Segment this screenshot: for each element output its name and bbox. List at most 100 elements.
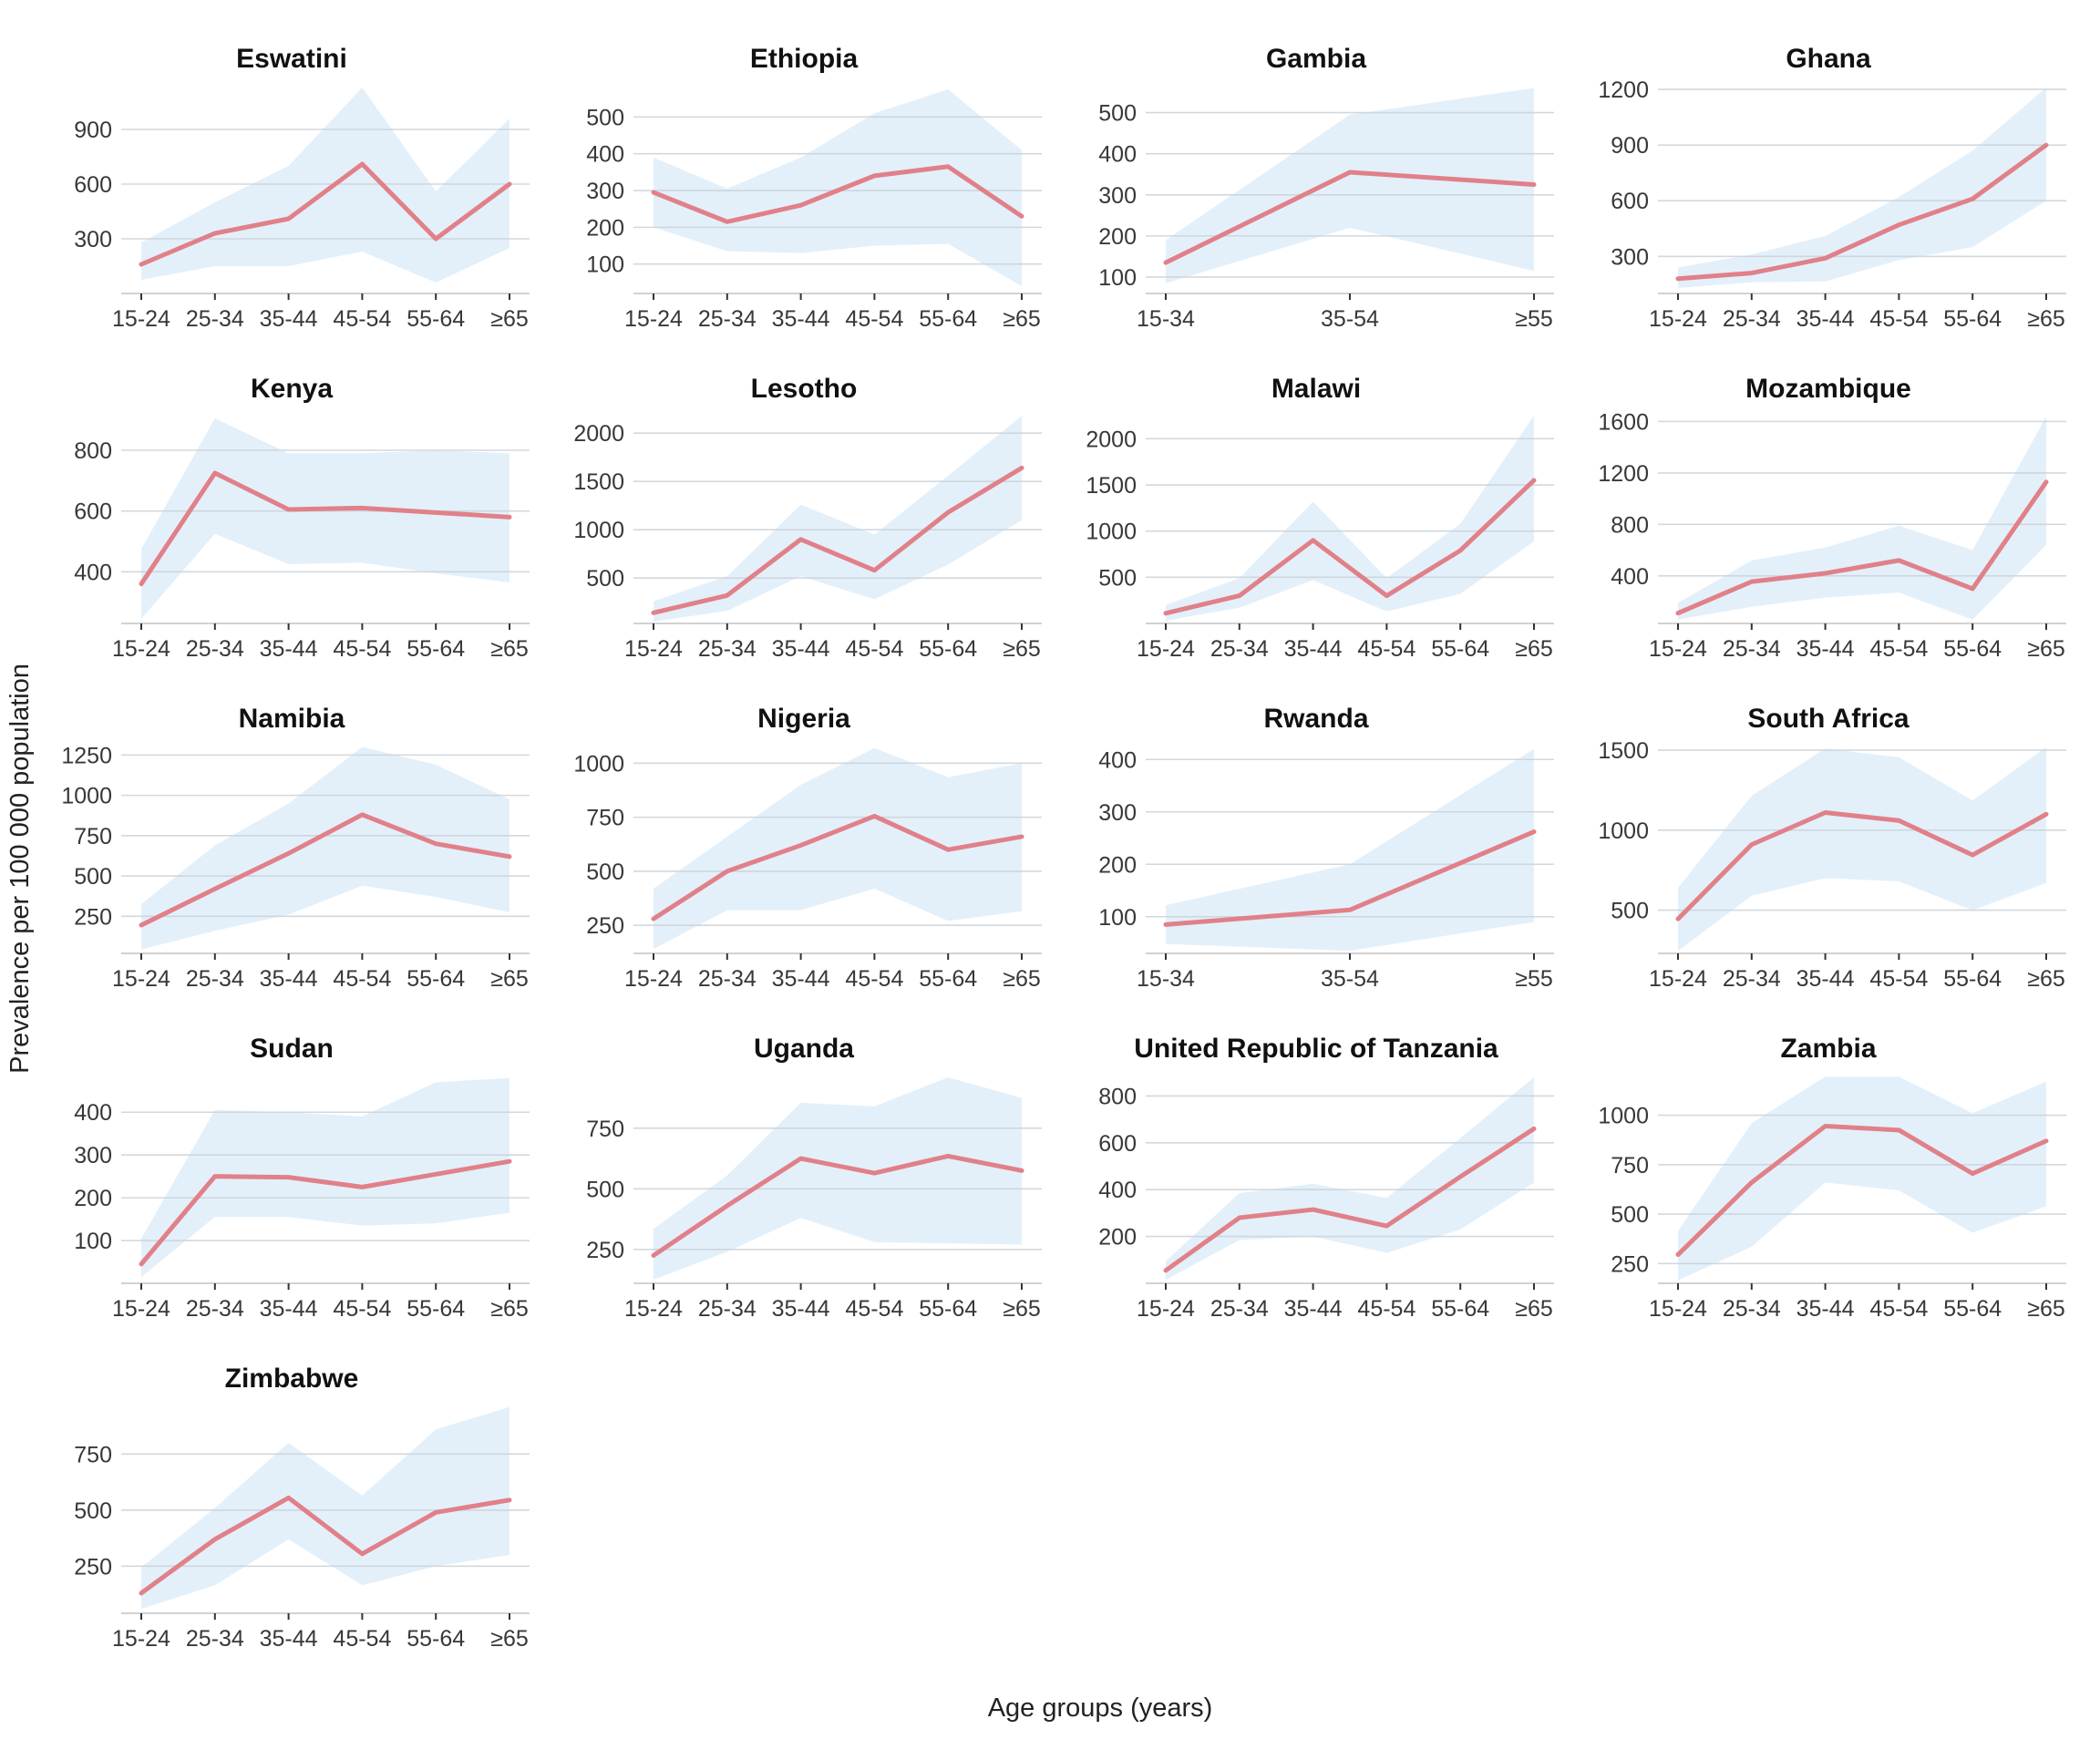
- y-tick-label: 500: [74, 864, 112, 890]
- prevalence-line: [1163, 170, 1537, 265]
- y-tick-label: 900: [74, 118, 112, 143]
- confidence-band: [654, 747, 1022, 950]
- prevalence-line: [651, 465, 1024, 615]
- panel-title-text: United Republic of Tanzania: [1134, 1033, 1498, 1064]
- x-tick-label: 45-54: [1869, 966, 1928, 992]
- panel-title-text: Zambia: [1780, 1033, 1877, 1064]
- prevalence-line: [139, 1495, 512, 1596]
- x-tick-label: 35-44: [772, 306, 830, 332]
- y-tick-label: 200: [1098, 852, 1137, 878]
- panel-title: Mozambique: [1572, 343, 2085, 407]
- x-tick-label: 35-54: [1321, 306, 1379, 332]
- x-tick-label: 45-54: [845, 306, 903, 332]
- x-tick-label: 25-34: [186, 306, 244, 332]
- x-tick-label: 25-34: [1210, 1296, 1269, 1322]
- prevalence-line: [1163, 478, 1537, 616]
- x-tick-label: 55-64: [919, 1296, 977, 1322]
- y-axis-label-column: Prevalence per 100 000 population: [5, 13, 36, 1724]
- panel-nigeria: Nigeria 15-24 25-34 35-44 45-54 55-64 ≥65 250 50…: [548, 673, 1060, 1003]
- x-tick-label: 15-24: [624, 306, 683, 332]
- x-tick-label: 35-44: [260, 1296, 318, 1322]
- x-tick-label: 55-64: [919, 636, 977, 662]
- y-tick-label: 600: [1611, 189, 1649, 214]
- panel-rwanda: Rwanda 15-34 35-54 ≥55 100 200 300 400: [1060, 673, 1572, 1003]
- panel-united-republic-of-tanzania: United Republic of Tanzania 15-24 25-34 35-…: [1060, 1003, 1572, 1333]
- x-tick-label: 25-34: [1723, 636, 1781, 662]
- x-tick-label: 45-54: [333, 306, 391, 332]
- y-tick-label: 400: [1098, 1178, 1137, 1203]
- x-tick-label: 45-54: [333, 1296, 391, 1322]
- x-tick-label: 15-24: [112, 306, 170, 332]
- x-tick-label: 35-44: [772, 636, 830, 662]
- y-axis-label: Prevalence per 100 000 population: [5, 663, 35, 1074]
- y-tick-label: 750: [74, 824, 112, 849]
- y-tick-label: 200: [1098, 1225, 1137, 1251]
- x-tick-label: 45-54: [1357, 636, 1415, 662]
- x-tick-label: ≥65: [1003, 636, 1041, 662]
- x-tick-label: 35-44: [260, 1626, 318, 1652]
- panel-title: Uganda: [548, 1003, 1060, 1066]
- x-tick-label: 25-34: [186, 1296, 244, 1322]
- x-tick-label: 45-54: [1869, 306, 1928, 332]
- x-tick-label: 45-54: [1357, 1296, 1415, 1322]
- panel-chart: 15-24 25-34 35-44 45-54 55-64 ≥65 500 1000 1500 2…: [573, 416, 1042, 662]
- panel-title-text: Namibia: [238, 703, 345, 734]
- x-tick-label: 55-64: [919, 966, 977, 992]
- y-tick-label: 1000: [1598, 818, 1649, 844]
- panel-mozambique: Mozambique 15-24 25-34 35-44 45-54 55-64 ≥65 40…: [1572, 343, 2085, 673]
- panel-title-text: Uganda: [753, 1033, 854, 1064]
- y-tick-label: 500: [586, 105, 624, 130]
- y-tick-label: 250: [74, 904, 112, 930]
- y-tick-label: 400: [1098, 142, 1137, 168]
- facet-grid: Eswatini 15-24 25-34 35-44 45-54 55-64 ≥65 300 6…: [36, 13, 2100, 1662]
- panel-zambia: Zambia 15-24 25-34 35-44 45-54 55-64 ≥65 250 500…: [1572, 1003, 2085, 1333]
- prevalence-line: [139, 812, 512, 928]
- y-tick-label: 1500: [1598, 738, 1649, 764]
- y-tick-label: 500: [1098, 565, 1137, 591]
- panel-title-text: Lesotho: [750, 373, 858, 404]
- panel-chart: 15-24 25-34 35-44 45-54 55-64 ≥65 250 500 750 100…: [1598, 1076, 2066, 1322]
- y-tick-label: 600: [1098, 1131, 1137, 1157]
- x-tick-label: 25-34: [698, 636, 757, 662]
- x-tick-label: ≥65: [1003, 1296, 1041, 1322]
- y-tick-label: 1000: [573, 518, 624, 543]
- x-tick-label: 35-54: [1321, 966, 1379, 992]
- y-tick-label: 1250: [61, 743, 112, 768]
- x-tick-label: ≥65: [2027, 1296, 2065, 1322]
- panel-title-text: Eswatini: [236, 43, 347, 74]
- y-tick-label: 300: [1611, 244, 1649, 270]
- confidence-band: [654, 416, 1022, 622]
- prevalence-line: [139, 470, 512, 587]
- panel-title: Zimbabwe: [36, 1333, 548, 1396]
- confidence-band: [1678, 1076, 2046, 1281]
- y-tick-label: 2000: [1086, 427, 1137, 452]
- x-tick-label: 55-64: [407, 1296, 465, 1322]
- y-tick-label: 1200: [1598, 77, 1649, 103]
- x-tick-label: 45-54: [845, 636, 903, 662]
- x-tick-label: 25-34: [698, 966, 757, 992]
- x-tick-label: 55-64: [1431, 636, 1489, 662]
- panel-chart: 15-24 25-34 35-44 45-54 55-64 ≥65 100 200 300 400: [74, 1077, 530, 1322]
- panel-title-text: Kenya: [250, 373, 334, 404]
- y-tick-label: 500: [1098, 101, 1137, 127]
- prevalence-line: [1163, 829, 1537, 927]
- y-tick-label: 1200: [1598, 461, 1649, 487]
- x-tick-label: ≥65: [2027, 306, 2065, 332]
- panel-chart: 15-24 25-34 35-44 45-54 55-64 ≥65 100 200 300 400…: [586, 89, 1042, 332]
- panel-title: Rwanda: [1060, 673, 1572, 736]
- x-tick-label: 25-34: [1723, 306, 1781, 332]
- x-tick-label: ≥65: [490, 1626, 529, 1652]
- x-tick-label: ≥65: [1003, 966, 1041, 992]
- panel-ethiopia: Ethiopia 15-24 25-34 35-44 45-54 55-64 ≥65 100 2…: [548, 13, 1060, 343]
- y-tick-label: 200: [586, 215, 624, 241]
- x-tick-label: ≥65: [490, 636, 529, 662]
- x-tick-label: ≥65: [490, 966, 529, 992]
- panel-ghana: Ghana 15-24 25-34 35-44 45-54 55-64 ≥65 300 600 9…: [1572, 13, 2085, 343]
- panel-title-text: Mozambique: [1745, 373, 1911, 404]
- x-tick-label: 15-24: [1137, 1296, 1195, 1322]
- x-tick-label: 15-24: [112, 1296, 170, 1322]
- confidence-band: [654, 89, 1022, 286]
- confidence-band: [1678, 88, 2046, 288]
- x-tick-label: 45-54: [333, 636, 391, 662]
- x-tick-label: 15-24: [1649, 966, 1707, 992]
